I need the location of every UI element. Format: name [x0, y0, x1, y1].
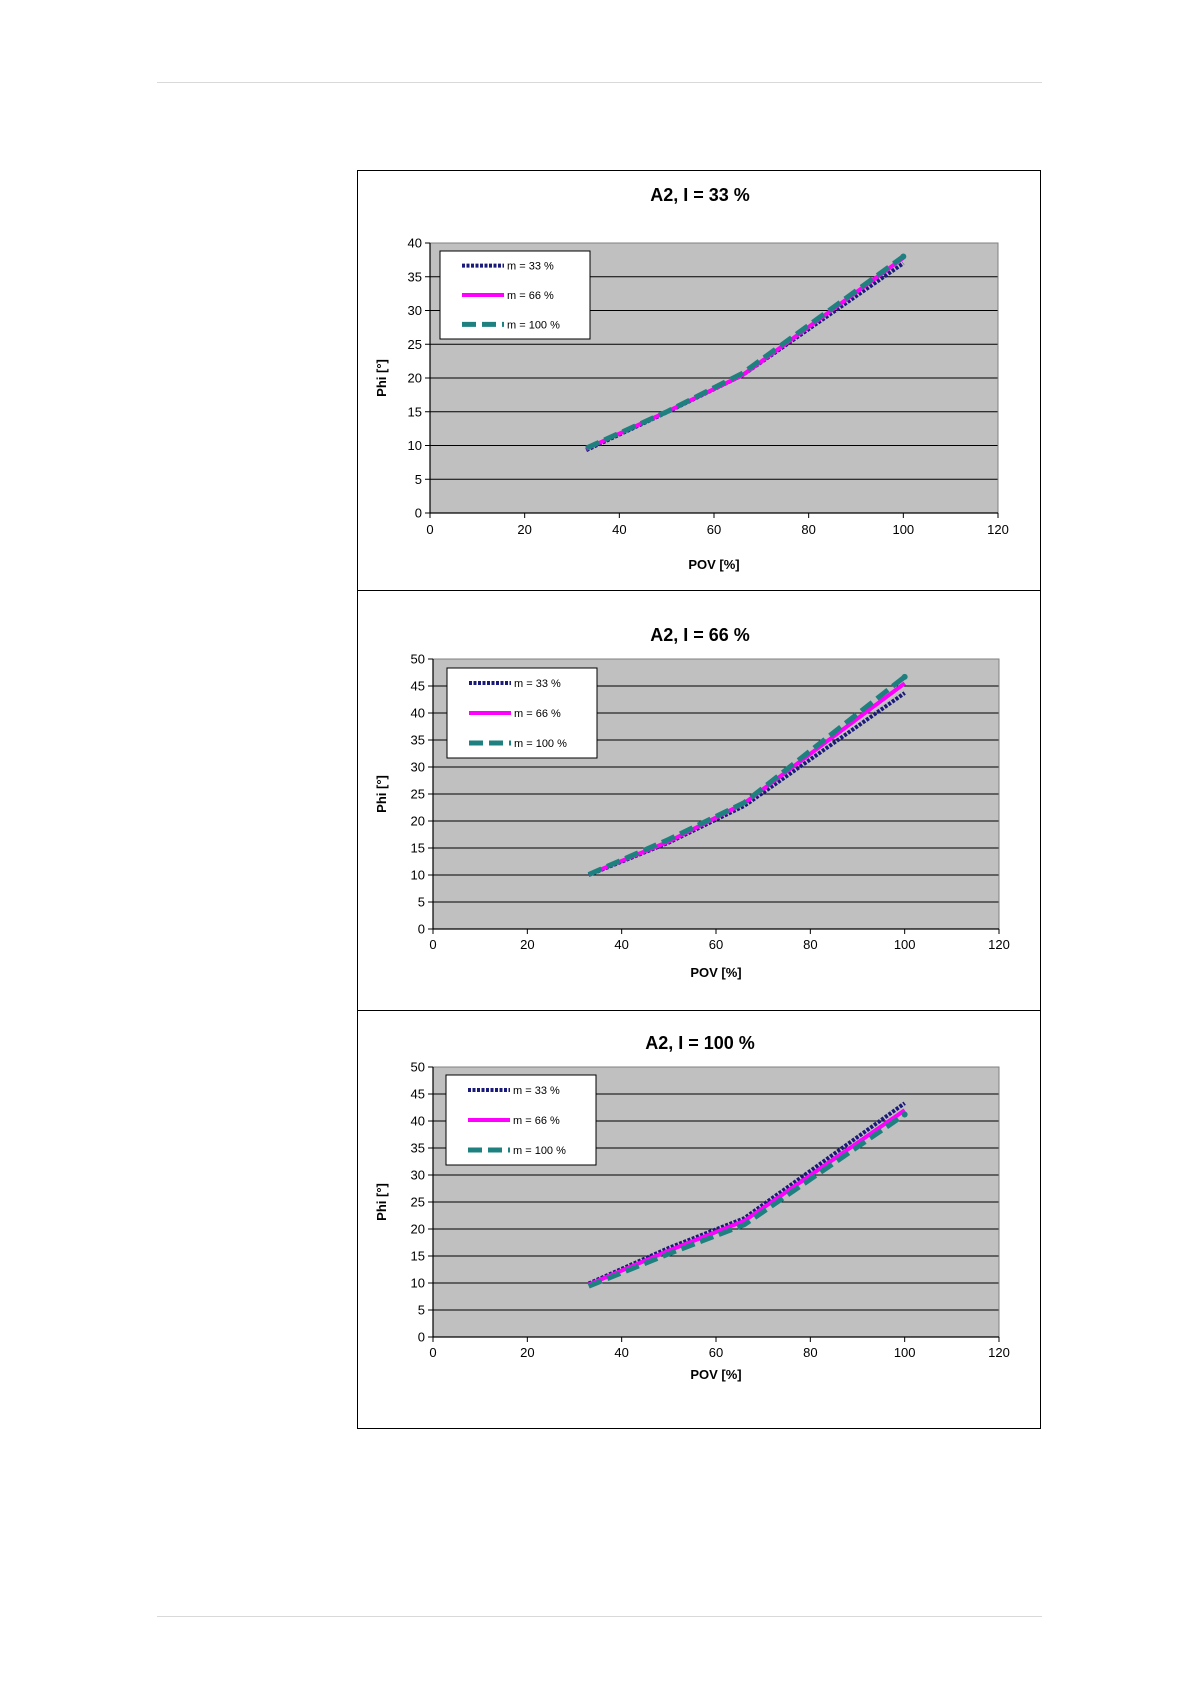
legend-label-3: m = 100 %	[513, 1145, 566, 1157]
y-tick-label: 0	[418, 922, 425, 937]
y-tick-label: 35	[411, 1141, 425, 1156]
chart-panel-i33: A2, I = 33 % 0 5 10 15 20 25 30 35 40 0 20 40 60 80 100…	[357, 170, 1041, 591]
y-tick-label: 20	[408, 371, 422, 386]
y-tick-label: 25	[411, 1195, 425, 1210]
x-tick-label: 20	[520, 937, 534, 952]
x-tick-label: 60	[709, 1345, 723, 1360]
series-line-3	[587, 674, 907, 877]
x-tick-label: 0	[429, 937, 436, 952]
y-tick-label: 50	[411, 1060, 425, 1075]
y-tick-label: 5	[418, 1303, 425, 1318]
y-tick-label: 25	[411, 787, 425, 802]
x-axis-label: POV [%]	[688, 557, 739, 572]
x-tick-label: 100	[894, 1345, 916, 1360]
y-tick-label: 0	[418, 1330, 425, 1345]
x-tick-label: 60	[707, 522, 721, 537]
x-tick-label: 40	[614, 937, 628, 952]
y-tick-label: 20	[411, 814, 425, 829]
x-tick-label: 0	[426, 522, 433, 537]
chart-title: A2, I = 33 %	[650, 185, 750, 205]
chart-title: A2, I = 66 %	[650, 625, 750, 645]
y-tick-label: 15	[411, 841, 425, 856]
legend-label-1: m = 33 %	[513, 1085, 560, 1097]
legend-label-3: m = 100 %	[514, 738, 567, 750]
chart-title: A2, I = 100 %	[645, 1033, 755, 1053]
x-tick-label: 100	[892, 522, 914, 537]
legend-label-2: m = 66 %	[507, 290, 554, 302]
series-line-3	[587, 1112, 907, 1289]
chart-i66: A2, I = 66 % 0 5 10 15 20 25 30 35 40 45 50 0 20 40 60 8…	[374, 625, 1010, 980]
x-tick-label: 80	[803, 1345, 817, 1360]
chart-panel-i100: A2, I = 100 % 0 5 10 15 20 25 30 35 40 45 50 0 20 40 60…	[357, 1010, 1041, 1429]
y-tick-label: 30	[411, 1168, 425, 1183]
legend-label-2: m = 66 %	[513, 1115, 560, 1127]
x-axis-label: POV [%]	[690, 965, 741, 980]
series-line-1	[587, 1101, 906, 1286]
chart-i100: A2, I = 100 % 0 5 10 15 20 25 30 35 40 45 50 0 20 40 60…	[374, 1033, 1010, 1382]
y-tick-label: 5	[418, 895, 425, 910]
y-tick-label: 35	[408, 269, 422, 284]
y-tick-label: 45	[411, 679, 425, 694]
series-line-3	[585, 254, 905, 451]
y-tick-label: 25	[408, 337, 422, 352]
x-tick-label: 0	[429, 1345, 436, 1360]
legend-label-1: m = 33 %	[514, 678, 561, 690]
y-tick-label: 30	[408, 303, 422, 318]
y-tick-label: 0	[415, 506, 422, 521]
x-tick-label: 120	[987, 522, 1009, 537]
x-tick-label: 60	[709, 937, 723, 952]
x-tick-label: 20	[517, 522, 531, 537]
x-tick-label: 100	[894, 937, 916, 952]
x-tick-label: 40	[612, 522, 626, 537]
y-tick-label: 45	[411, 1087, 425, 1102]
header-rule	[157, 82, 1042, 83]
x-tick-label: 40	[614, 1345, 628, 1360]
y-tick-label: 40	[408, 236, 422, 251]
x-axis-label: POV [%]	[690, 1367, 741, 1382]
y-tick-label: 10	[408, 438, 422, 453]
y-tick-label: 10	[411, 1276, 425, 1291]
legend-label-2: m = 66 %	[514, 708, 561, 720]
y-axis-label: Phi [°]	[374, 359, 389, 397]
y-tick-label: 30	[411, 760, 425, 775]
chart-panel-i66: A2, I = 66 % 0 5 10 15 20 25 30 35 40 45 50 0 20 40 60 8…	[357, 590, 1041, 1011]
x-tick-label: 120	[988, 1345, 1010, 1360]
y-tick-label: 15	[411, 1249, 425, 1264]
series-end-marker	[901, 1111, 908, 1118]
footer-rule	[157, 1616, 1042, 1617]
y-tick-label: 10	[411, 868, 425, 883]
y-tick-label: 20	[411, 1222, 425, 1237]
y-axis-label: Phi [°]	[374, 1183, 389, 1221]
y-tick-label: 35	[411, 733, 425, 748]
y-tick-label: 40	[411, 1114, 425, 1129]
chart-i33: A2, I = 33 % 0 5 10 15 20 25 30 35 40 0 20 40 60 80 100…	[374, 185, 1009, 572]
x-tick-label: 80	[803, 937, 817, 952]
series-end-marker	[900, 253, 907, 260]
legend-label-3: m = 100 %	[507, 319, 560, 331]
y-tick-label: 15	[408, 404, 422, 419]
x-tick-label: 80	[801, 522, 815, 537]
series-end-marker	[901, 673, 908, 680]
legend-label-1: m = 33 %	[507, 261, 554, 273]
x-tick-label: 20	[520, 1345, 534, 1360]
x-tick-label: 120	[988, 937, 1010, 952]
y-tick-label: 40	[411, 706, 425, 721]
y-axis-label: Phi [°]	[374, 775, 389, 813]
y-tick-label: 5	[415, 472, 422, 487]
y-tick-label: 50	[411, 652, 425, 667]
